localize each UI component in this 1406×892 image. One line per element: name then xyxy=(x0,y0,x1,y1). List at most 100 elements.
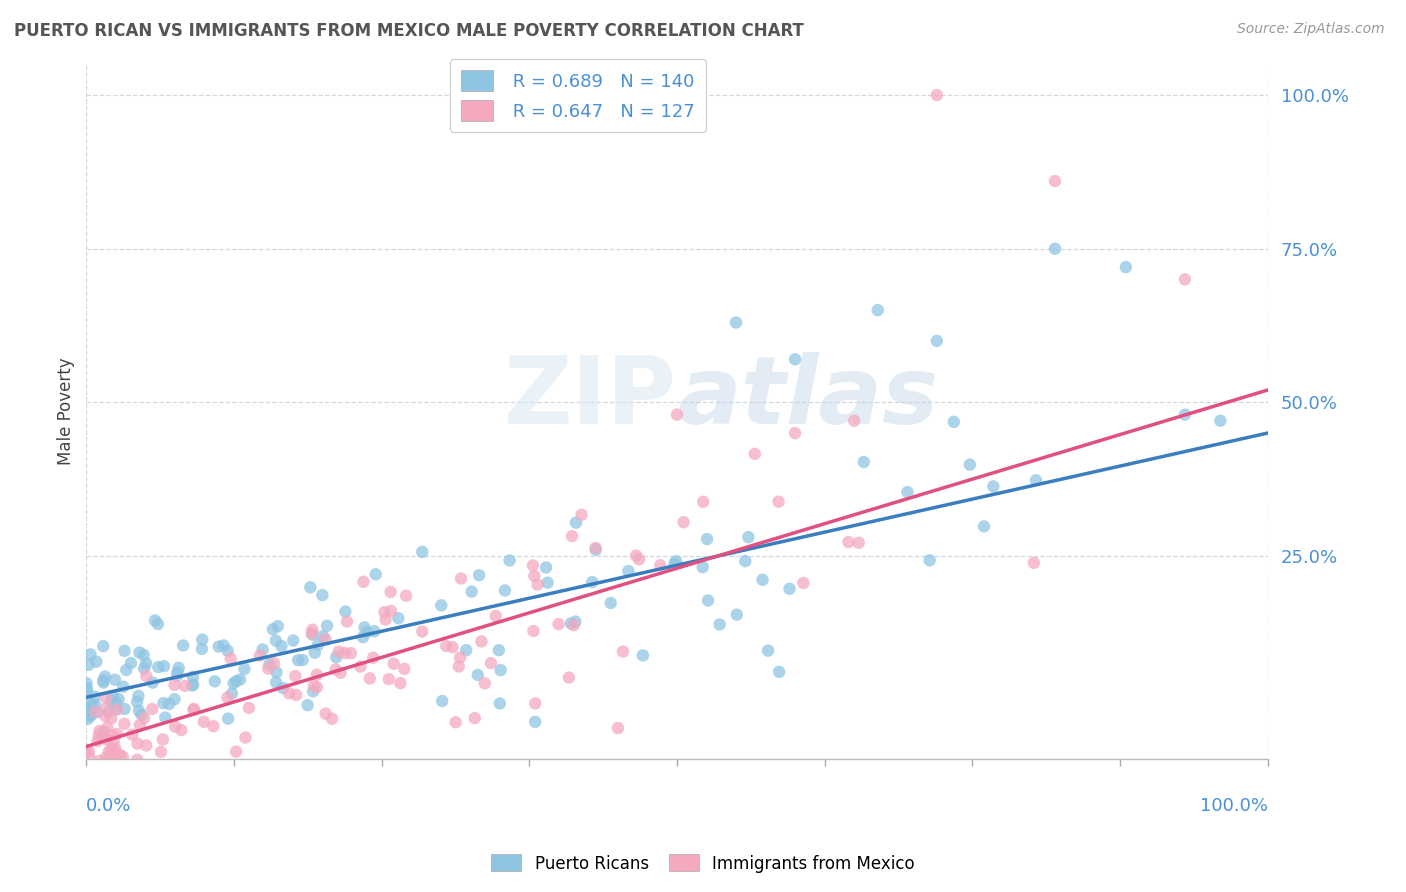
Point xyxy=(485,609,508,624)
Point xyxy=(973,519,995,533)
Point xyxy=(229,673,252,687)
Point xyxy=(336,615,359,629)
Point xyxy=(212,639,235,653)
Point xyxy=(665,408,688,422)
Point xyxy=(114,644,136,658)
Point xyxy=(783,425,806,440)
Point xyxy=(585,542,607,557)
Point xyxy=(259,657,281,672)
Point xyxy=(82,698,104,713)
Point xyxy=(321,712,343,726)
Point xyxy=(627,552,650,566)
Point xyxy=(756,643,779,657)
Point xyxy=(93,724,115,739)
Point xyxy=(100,742,122,756)
Point xyxy=(312,629,335,643)
Point xyxy=(89,723,111,738)
Point xyxy=(87,728,110,742)
Point xyxy=(225,674,247,689)
Point xyxy=(430,599,453,613)
Legend:  R = 0.689   N = 140,  R = 0.647   N = 127: R = 0.689 N = 140, R = 0.647 N = 127 xyxy=(450,60,706,132)
Point xyxy=(1174,272,1197,286)
Point xyxy=(460,584,482,599)
Point xyxy=(725,607,748,622)
Point xyxy=(170,723,193,738)
Point xyxy=(96,701,118,715)
Y-axis label: Male Poverty: Male Poverty xyxy=(58,358,75,466)
Point xyxy=(432,694,454,708)
Point xyxy=(374,613,396,627)
Point xyxy=(76,772,98,786)
Point xyxy=(100,711,122,725)
Point xyxy=(307,638,329,652)
Point xyxy=(263,657,285,671)
Point xyxy=(91,673,114,688)
Point xyxy=(219,651,242,665)
Point xyxy=(449,650,471,665)
Point xyxy=(617,564,640,578)
Text: Source: ZipAtlas.com: Source: ZipAtlas.com xyxy=(1237,22,1385,37)
Point xyxy=(585,541,607,555)
Point xyxy=(285,688,308,702)
Point xyxy=(191,632,214,647)
Point xyxy=(692,560,714,574)
Point xyxy=(94,709,117,723)
Point xyxy=(942,415,965,429)
Point xyxy=(94,780,117,794)
Point xyxy=(692,495,714,509)
Point xyxy=(278,686,301,700)
Point xyxy=(128,646,150,660)
Point xyxy=(121,728,143,742)
Text: 100.0%: 100.0% xyxy=(1199,797,1268,815)
Point xyxy=(120,656,142,670)
Point xyxy=(737,530,759,544)
Point xyxy=(650,558,672,573)
Point xyxy=(411,545,433,559)
Point xyxy=(664,557,686,571)
Point xyxy=(571,508,593,522)
Point xyxy=(896,485,918,500)
Point xyxy=(157,697,180,711)
Point xyxy=(340,646,363,660)
Point xyxy=(631,648,654,663)
Point xyxy=(264,633,287,648)
Point xyxy=(665,554,688,568)
Point xyxy=(394,662,416,676)
Point xyxy=(925,88,948,103)
Point xyxy=(468,568,491,582)
Point xyxy=(837,535,859,549)
Point xyxy=(163,678,186,692)
Point xyxy=(91,731,114,745)
Point xyxy=(464,711,486,725)
Point xyxy=(135,739,157,753)
Legend: Puerto Ricans, Immigrants from Mexico: Puerto Ricans, Immigrants from Mexico xyxy=(485,847,921,880)
Point xyxy=(599,596,621,610)
Point xyxy=(103,754,125,768)
Text: atlas: atlas xyxy=(676,351,938,443)
Point xyxy=(1043,174,1066,188)
Point xyxy=(165,720,187,734)
Point xyxy=(734,554,756,568)
Point xyxy=(181,678,204,692)
Point xyxy=(489,663,512,677)
Point xyxy=(114,787,136,801)
Point xyxy=(204,674,226,689)
Point xyxy=(498,553,520,567)
Point xyxy=(380,585,402,599)
Point xyxy=(97,705,120,719)
Point xyxy=(79,708,101,723)
Point xyxy=(768,494,790,508)
Point xyxy=(1022,556,1045,570)
Point xyxy=(181,677,204,691)
Point xyxy=(389,676,412,690)
Point xyxy=(387,611,409,625)
Point xyxy=(524,697,547,711)
Point xyxy=(132,648,155,662)
Point xyxy=(108,758,131,772)
Point xyxy=(983,479,1005,493)
Point xyxy=(581,575,603,590)
Point xyxy=(105,727,128,741)
Point xyxy=(155,710,177,724)
Point xyxy=(523,569,546,583)
Point xyxy=(96,732,118,747)
